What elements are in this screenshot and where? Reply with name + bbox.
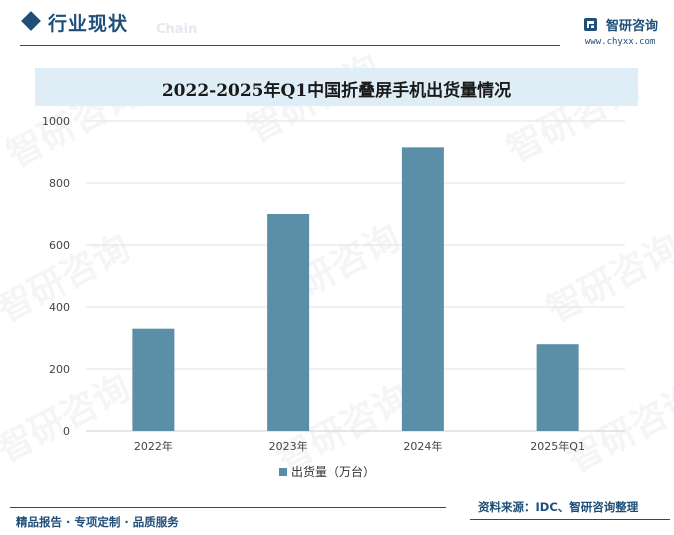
bar — [536, 344, 579, 431]
footer-source: 资料来源：IDC、智研咨询整理 — [478, 500, 639, 514]
y-tick-label: 400 — [49, 301, 70, 314]
x-tick-label: 2025年Q1 — [530, 439, 585, 453]
brand-url: www.chyxx.com — [584, 37, 656, 47]
page-header: 行业现状 Chain 智研咨询 www.chyxx.com — [0, 0, 674, 50]
y-tick-label: 600 — [49, 239, 70, 252]
y-tick-label: 800 — [49, 177, 70, 190]
x-tick-label: 2023年 — [269, 439, 308, 453]
bar — [401, 147, 444, 431]
brand: 智研咨询 www.chyxx.com — [583, 14, 658, 47]
footer-divider — [10, 507, 446, 508]
legend-label: 出货量（万台） — [291, 465, 376, 479]
footer-slogan: 精品报告 · 专项定制 · 品质服务 — [16, 515, 179, 529]
y-tick-label: 0 — [63, 425, 70, 438]
y-tick-label: 1000 — [42, 115, 70, 128]
legend: 出货量（万台） — [279, 463, 375, 480]
header-divider — [20, 45, 560, 46]
x-tick-label: 2022年 — [134, 439, 173, 453]
x-tick-label: 2024年 — [403, 439, 442, 453]
brand-logo-icon — [583, 18, 597, 31]
section-title: 行业现状 — [48, 13, 129, 35]
bar — [267, 214, 310, 431]
footer-divider-right — [470, 519, 670, 520]
chart-title-band: 2022-2025年Q1中国折叠屏手机出货量情况 — [35, 68, 638, 106]
brand-name: 智研咨询 — [605, 19, 658, 34]
chart-title: 2022-2025年Q1中国折叠屏手机出货量情况 — [161, 81, 512, 101]
section-subtitle: Chain — [156, 22, 198, 37]
legend-swatch — [279, 467, 287, 476]
bar — [132, 328, 175, 431]
y-tick-label: 200 — [49, 363, 70, 376]
